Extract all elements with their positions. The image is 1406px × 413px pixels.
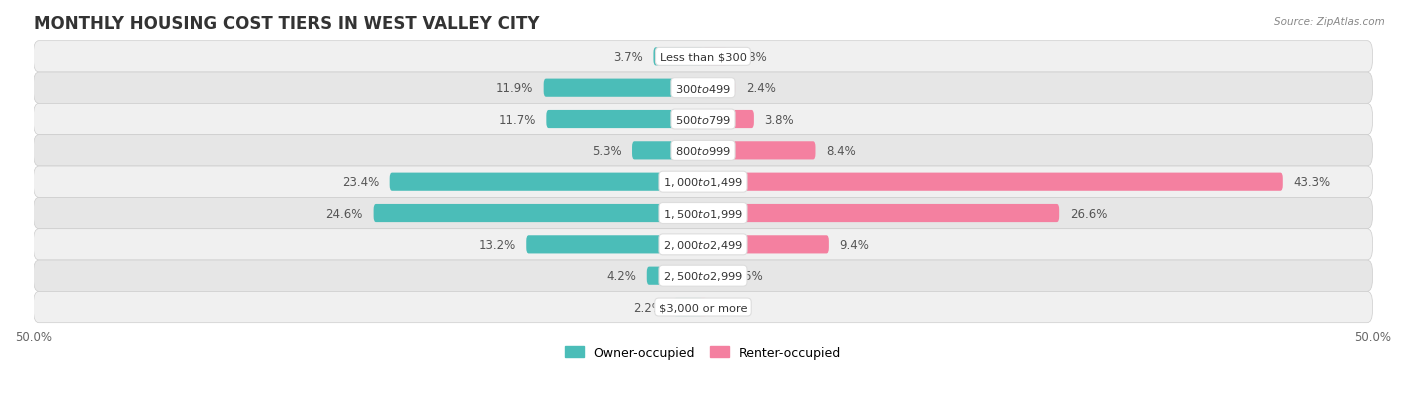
Text: $3,000 or more: $3,000 or more (659, 302, 747, 312)
Text: 2.2%: 2.2% (633, 301, 662, 314)
Text: 0.02%: 0.02% (714, 301, 751, 314)
FancyBboxPatch shape (703, 48, 727, 66)
FancyBboxPatch shape (34, 198, 1372, 229)
Text: $500 to $799: $500 to $799 (675, 114, 731, 126)
FancyBboxPatch shape (547, 111, 703, 129)
FancyBboxPatch shape (654, 48, 703, 66)
Text: 11.9%: 11.9% (495, 82, 533, 95)
FancyBboxPatch shape (34, 292, 1372, 323)
Text: 26.6%: 26.6% (1070, 207, 1108, 220)
Text: 1.5%: 1.5% (734, 270, 763, 282)
Text: $1,500 to $1,999: $1,500 to $1,999 (664, 207, 742, 220)
FancyBboxPatch shape (703, 236, 830, 254)
Text: 24.6%: 24.6% (326, 207, 363, 220)
FancyBboxPatch shape (647, 267, 703, 285)
Text: Less than $300: Less than $300 (659, 52, 747, 62)
Text: 3.7%: 3.7% (613, 51, 643, 64)
FancyBboxPatch shape (703, 204, 1059, 223)
Text: 5.3%: 5.3% (592, 145, 621, 157)
Text: $800 to $999: $800 to $999 (675, 145, 731, 157)
FancyBboxPatch shape (703, 142, 815, 160)
Text: 23.4%: 23.4% (342, 176, 380, 189)
Text: 4.2%: 4.2% (606, 270, 636, 282)
Text: 8.4%: 8.4% (827, 145, 856, 157)
FancyBboxPatch shape (703, 79, 735, 97)
Legend: Owner-occupied, Renter-occupied: Owner-occupied, Renter-occupied (560, 341, 846, 364)
Text: $2,000 to $2,499: $2,000 to $2,499 (664, 238, 742, 251)
Text: 43.3%: 43.3% (1294, 176, 1330, 189)
Text: 11.7%: 11.7% (498, 113, 536, 126)
FancyBboxPatch shape (673, 298, 703, 316)
Text: 13.2%: 13.2% (478, 238, 516, 251)
FancyBboxPatch shape (700, 298, 706, 316)
FancyBboxPatch shape (34, 261, 1372, 292)
FancyBboxPatch shape (34, 73, 1372, 104)
Text: MONTHLY HOUSING COST TIERS IN WEST VALLEY CITY: MONTHLY HOUSING COST TIERS IN WEST VALLE… (34, 15, 538, 33)
FancyBboxPatch shape (34, 104, 1372, 135)
FancyBboxPatch shape (34, 229, 1372, 261)
FancyBboxPatch shape (374, 204, 703, 223)
FancyBboxPatch shape (703, 111, 754, 129)
FancyBboxPatch shape (526, 236, 703, 254)
FancyBboxPatch shape (544, 79, 703, 97)
FancyBboxPatch shape (34, 166, 1372, 198)
Text: Source: ZipAtlas.com: Source: ZipAtlas.com (1274, 17, 1385, 26)
FancyBboxPatch shape (633, 142, 703, 160)
FancyBboxPatch shape (34, 135, 1372, 166)
FancyBboxPatch shape (389, 173, 703, 191)
FancyBboxPatch shape (703, 267, 723, 285)
Text: 1.8%: 1.8% (738, 51, 768, 64)
Text: $2,500 to $2,999: $2,500 to $2,999 (664, 270, 742, 282)
Text: $1,000 to $1,499: $1,000 to $1,499 (664, 176, 742, 189)
Text: 2.4%: 2.4% (745, 82, 776, 95)
Text: 3.8%: 3.8% (765, 113, 794, 126)
Text: 9.4%: 9.4% (839, 238, 869, 251)
FancyBboxPatch shape (703, 173, 1282, 191)
Text: $300 to $499: $300 to $499 (675, 83, 731, 95)
FancyBboxPatch shape (34, 42, 1372, 73)
